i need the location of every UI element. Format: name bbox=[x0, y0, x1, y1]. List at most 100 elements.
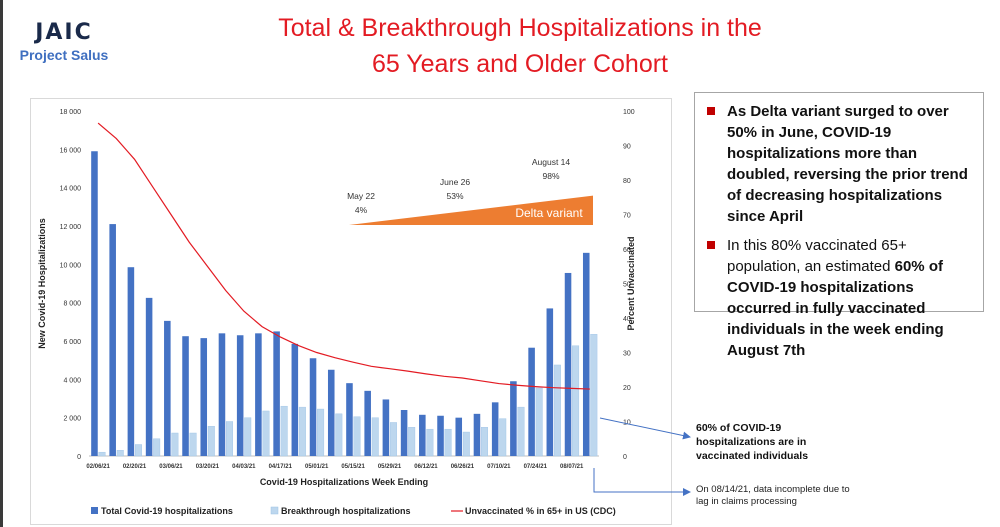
y2-tick-label: 10 bbox=[623, 420, 631, 427]
jaic-logo: JAIC Project Salus bbox=[14, 20, 114, 63]
left-edge-bar bbox=[0, 0, 3, 527]
x-tick-label: 03/20/21 bbox=[196, 464, 220, 470]
y-tick-label: 8 000 bbox=[63, 301, 81, 308]
breakthrough-bar bbox=[153, 438, 161, 457]
total-bar bbox=[473, 413, 481, 456]
y2-axis-title: Percent Unvaccinated bbox=[626, 236, 636, 330]
y-tick-label: 10 000 bbox=[60, 262, 82, 269]
x-tick-label: 02/06/21 bbox=[86, 464, 110, 470]
x-tick-label: 05/15/21 bbox=[341, 464, 365, 470]
y2-tick-label: 60 bbox=[623, 247, 631, 254]
total-bar bbox=[273, 331, 280, 456]
delta-variant-label: Delta variant bbox=[515, 206, 583, 220]
breakthrough-bar bbox=[189, 432, 197, 457]
delta-date-label: June 26 bbox=[440, 177, 471, 187]
y2-tick-label: 70 bbox=[623, 213, 631, 220]
delta-percent-label: 53% bbox=[446, 191, 463, 201]
logo-subtitle: Project Salus bbox=[19, 47, 109, 63]
total-bar bbox=[455, 417, 463, 456]
total-bar bbox=[91, 151, 98, 456]
delta-date-label: May 22 bbox=[347, 191, 375, 201]
legend-label-breakthrough: Breakthrough hospitalizations bbox=[281, 506, 411, 516]
y-tick-label: 12 000 bbox=[60, 224, 82, 231]
breakthrough-bar bbox=[444, 428, 452, 457]
total-bar bbox=[236, 335, 244, 456]
x-tick-label: 07/10/21 bbox=[487, 464, 511, 470]
breakthrough-bar bbox=[481, 427, 489, 457]
breakthrough-bar bbox=[317, 408, 325, 457]
breakthrough-bar bbox=[244, 417, 252, 457]
breakthrough-bar bbox=[116, 450, 124, 457]
x-tick-label: 05/29/21 bbox=[378, 464, 402, 470]
breakthrough-bar bbox=[171, 432, 179, 457]
total-bar bbox=[255, 333, 262, 456]
breakthrough-bar bbox=[262, 410, 270, 457]
x-tick-label: 02/20/21 bbox=[123, 464, 147, 470]
y2-tick-label: 40 bbox=[623, 316, 631, 323]
y2-tick-label: 90 bbox=[623, 144, 631, 151]
breakthrough-bar bbox=[408, 427, 416, 457]
breakthrough-bar bbox=[207, 426, 215, 457]
legend-label-total: Total Covid-19 hospitalizations bbox=[101, 506, 233, 516]
delta-variant-wedge bbox=[349, 195, 593, 225]
legend-label-unvaccinated: Unvaccinated % in 65+ in US (CDC) bbox=[465, 506, 616, 516]
total-bar bbox=[346, 383, 353, 456]
total-bar bbox=[309, 358, 317, 456]
breakthrough-bar bbox=[389, 422, 397, 457]
total-bar bbox=[564, 272, 572, 456]
total-bar bbox=[510, 381, 517, 456]
page-title: Total & Breakthrough Hospitalizations in… bbox=[200, 10, 840, 82]
breakthrough-bar bbox=[535, 387, 543, 457]
breakthrough-bar bbox=[280, 405, 288, 457]
breakthrough-bar bbox=[353, 416, 361, 457]
y2-tick-label: 30 bbox=[623, 351, 631, 358]
finding-2: In this 80% vaccinated 65+ population, a… bbox=[701, 235, 973, 361]
y-tick-label: 4 000 bbox=[63, 377, 81, 384]
breakthrough-bar bbox=[226, 421, 234, 457]
y2-tick-label: 100 bbox=[623, 109, 635, 116]
y-axis-title: New Covid-19 Hospitalizations bbox=[37, 218, 47, 349]
total-bar bbox=[546, 308, 554, 456]
y-tick-label: 2 000 bbox=[63, 416, 81, 423]
legend-swatch-total bbox=[91, 507, 98, 514]
key-findings-box: As Delta variant surged to over 50% in J… bbox=[694, 92, 984, 359]
y-tick-label: 0 bbox=[77, 454, 81, 461]
bullet-icon bbox=[707, 107, 715, 115]
total-bar bbox=[382, 399, 390, 456]
breakthrough-bar bbox=[517, 406, 525, 457]
total-bar bbox=[164, 320, 171, 456]
title-line-2: 65 Years and Older Cohort bbox=[371, 50, 669, 78]
y-tick-label: 14 000 bbox=[60, 186, 82, 193]
breakthrough-bar bbox=[462, 431, 470, 457]
breakthrough-bar bbox=[298, 406, 306, 457]
title-line-1: Total & Breakthrough Hospitalizations in… bbox=[278, 14, 762, 42]
breakthrough-bar bbox=[371, 417, 379, 457]
total-bar bbox=[218, 333, 226, 456]
total-bar bbox=[364, 390, 371, 456]
total-bar bbox=[109, 224, 116, 456]
breakthrough-bar bbox=[590, 334, 598, 457]
x-tick-label: 03/06/21 bbox=[159, 464, 183, 470]
x-tick-label: 07/24/21 bbox=[524, 464, 548, 470]
x-tick-label: 04/17/21 bbox=[269, 464, 293, 470]
chart-panel: 0 2 000 4 000 6 000 8 000 10 000 12 000 14 000 1… bbox=[30, 98, 672, 525]
breakthrough-bar bbox=[426, 428, 434, 457]
y-tick-label: 6 000 bbox=[63, 339, 81, 346]
x-tick-label: 06/26/21 bbox=[451, 464, 475, 470]
breakthrough-bar bbox=[335, 413, 343, 457]
x-tick-label: 08/07/21 bbox=[560, 464, 584, 470]
x-axis-title: Covid-19 Hospitalizations Week Ending bbox=[260, 477, 428, 487]
y2-tick-label: 20 bbox=[623, 385, 631, 392]
delta-percent-label: 4% bbox=[355, 205, 368, 215]
breakthrough-bar bbox=[572, 345, 580, 457]
breakthrough-bar bbox=[553, 364, 561, 457]
finding-2-bold: 60% of COVID-19 hospitalizations occurre… bbox=[727, 258, 944, 359]
legend-swatch-breakthrough bbox=[270, 506, 279, 515]
x-tick-label: 06/12/21 bbox=[414, 464, 438, 470]
total-bar bbox=[528, 347, 535, 456]
breakthrough-bar bbox=[98, 451, 106, 457]
delta-percent-label: 98% bbox=[542, 171, 559, 181]
total-bar bbox=[491, 402, 499, 456]
total-bar bbox=[182, 336, 189, 456]
unvaccinated-line bbox=[97, 122, 590, 390]
